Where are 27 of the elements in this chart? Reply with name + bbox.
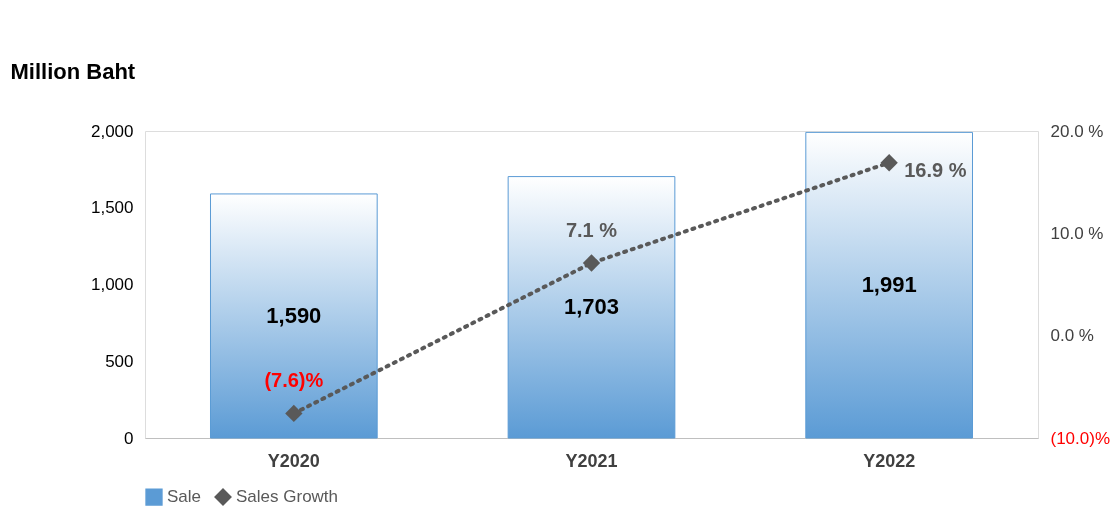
x-tick-label: Y2022 [863,450,916,471]
y-tick-label: 500 [105,351,134,371]
point [880,154,898,172]
y2-tick-label: 10.0 % [1050,223,1104,243]
data-label: 1,991 [861,272,917,298]
bar [805,131,974,439]
legend-label: Sales Growth [236,487,339,507]
x-tick-label: Y2021 [565,450,618,471]
y-tick-label: 1,000 [90,275,134,294]
point [582,254,601,272]
y2-tick-label: (10.0)% [1050,428,1111,448]
y-tick-label: 0 [124,428,134,448]
data-label: 7.1 % [565,219,618,242]
bar [209,193,378,439]
data-label: 1,590 [266,302,322,328]
x-tick-label: Y2020 [267,450,320,471]
bar [507,176,676,439]
y2-tick-label: 20.0 % [1050,121,1104,141]
data-label: 16.9 % [904,158,967,181]
y2-tick-label: 0.0 % [1050,326,1094,346]
data-label: 1,703 [563,294,620,320]
y-axis-title: Million Baht [10,58,136,84]
y-tick-label: 2,000 [90,121,134,141]
legend-label: Sale [167,487,202,507]
point [285,404,303,423]
data-label: (7.6)% [264,369,324,392]
y-tick-label: 1,500 [90,198,134,218]
